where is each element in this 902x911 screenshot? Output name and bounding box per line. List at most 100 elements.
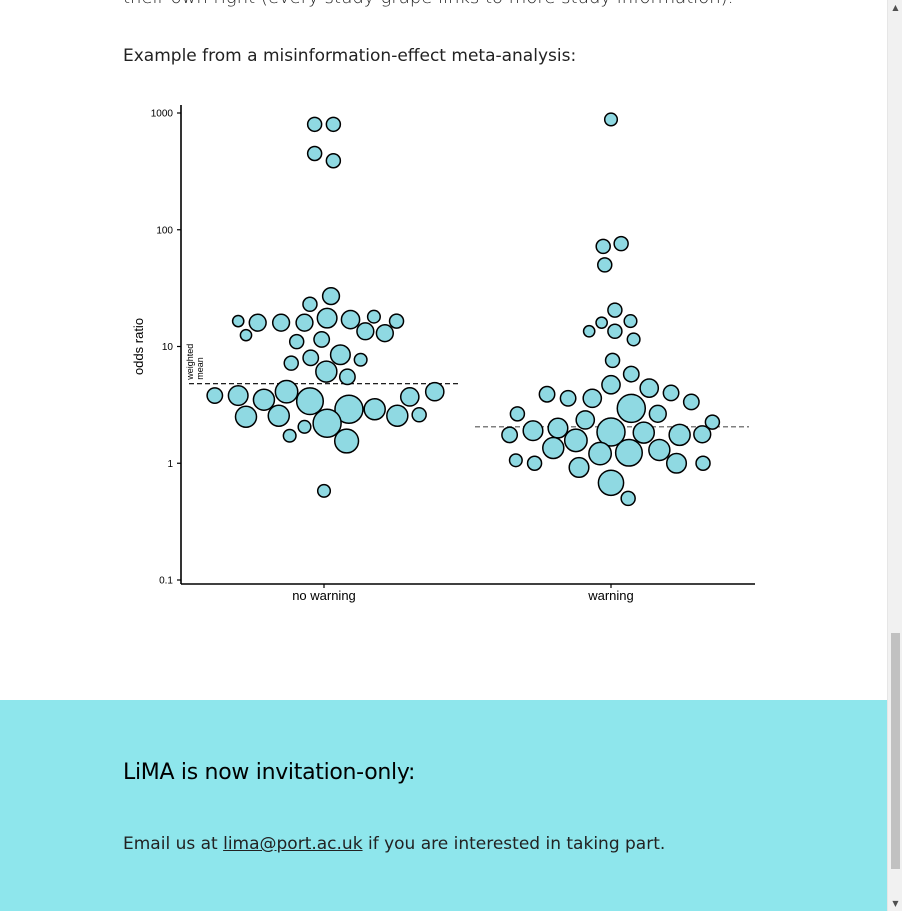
study-grape-point xyxy=(563,428,588,453)
study-grape-point xyxy=(329,344,351,366)
vertical-scrollbar[interactable]: ▲ ▼ xyxy=(887,0,902,911)
study-grape-point xyxy=(695,455,711,471)
example-caption: Example from a misinformation-effect met… xyxy=(123,46,577,66)
study-grape-point xyxy=(334,394,364,425)
study-grape-point xyxy=(597,257,613,273)
study-grape-point xyxy=(295,313,314,332)
study-grape-point xyxy=(542,436,565,460)
study-grape-point xyxy=(252,388,276,411)
study-grape-point xyxy=(632,421,656,444)
study-grape-point xyxy=(559,389,577,407)
y-tick-label: 1 xyxy=(167,459,173,470)
study-grape-point xyxy=(227,385,249,407)
intro-cut-text: their own right (every study-grape links… xyxy=(123,0,733,8)
scroll-down-icon[interactable]: ▼ xyxy=(892,899,899,908)
study-grape-point xyxy=(363,398,386,421)
footer-text-before: Email us at xyxy=(123,834,224,854)
study-grape-point xyxy=(662,384,680,402)
footer-text: Email us at lima@port.ac.uk if you are i… xyxy=(123,834,665,854)
study-grape-point xyxy=(693,425,712,444)
study-grape-point xyxy=(668,423,691,447)
study-grape-point xyxy=(386,404,409,428)
scroll-thumb[interactable] xyxy=(891,633,900,869)
study-grape-point xyxy=(623,314,638,329)
study-grape-point xyxy=(622,365,640,383)
footer-heading: LiMA is now invitation-only: xyxy=(123,760,416,785)
study-grape-point xyxy=(295,387,325,416)
study-grape-point xyxy=(620,490,636,507)
weighted-mean-annotation: weighted xyxy=(185,344,195,381)
study-grape-point xyxy=(575,410,596,430)
grape-chart: 0.1 1 10 100 1000 no warning warning odds ratio… xyxy=(123,95,768,620)
study-grape-point xyxy=(231,314,245,328)
study-grape-point xyxy=(288,333,305,350)
study-grape-point xyxy=(353,352,368,367)
study-grape-point xyxy=(316,307,338,329)
study-grape-point xyxy=(596,417,626,447)
footer-text-after: if you are interested in taking part. xyxy=(362,834,666,854)
study-grape-point xyxy=(306,116,323,133)
study-grape-point xyxy=(338,368,356,386)
study-grape-point xyxy=(547,417,569,439)
study-grape-point xyxy=(538,385,556,403)
study-grape-point xyxy=(526,455,543,471)
study-grape-point xyxy=(267,404,291,428)
study-grape-point xyxy=(206,387,224,405)
study-grape-point xyxy=(639,378,660,398)
study-grape-point xyxy=(508,453,523,468)
study-grape-point xyxy=(302,296,318,313)
study-grape-point xyxy=(306,145,323,162)
study-grape-point xyxy=(325,152,342,169)
study-grape-point xyxy=(302,349,320,367)
study-grape-point xyxy=(316,483,332,498)
study-grape-point xyxy=(399,387,420,407)
study-grape-point xyxy=(315,360,338,383)
study-grape-point xyxy=(333,428,360,454)
study-grape-point xyxy=(665,452,688,474)
study-grape-point xyxy=(595,238,611,255)
study-grape-point xyxy=(595,316,608,330)
study-grape-point xyxy=(321,286,341,306)
weighted-mean-annotation-2: mean xyxy=(195,357,205,380)
study-grape-point xyxy=(568,456,590,479)
y-tick-label: 100 xyxy=(156,225,173,236)
study-grape-point xyxy=(582,324,596,338)
x-tick-label: no warning xyxy=(292,588,356,603)
x-tick-label: warning xyxy=(587,588,634,603)
study-grape-point xyxy=(607,323,623,340)
study-grape-point xyxy=(601,374,621,395)
email-link[interactable]: lima@port.ac.uk xyxy=(223,834,363,854)
study-grape-point xyxy=(239,328,253,342)
study-grape-point xyxy=(271,313,291,332)
study-grape-point xyxy=(366,309,381,324)
y-tick-label: 1000 xyxy=(151,109,174,120)
study-grape-point xyxy=(282,428,297,443)
study-grape-point xyxy=(648,404,667,423)
study-grape-point xyxy=(274,379,299,404)
study-grape-point xyxy=(682,393,700,411)
study-grape-point xyxy=(616,393,647,424)
study-grape-point xyxy=(388,313,405,329)
study-grape-point xyxy=(297,419,312,434)
study-grape-point xyxy=(626,332,641,347)
scroll-up-icon[interactable]: ▲ xyxy=(892,3,899,12)
study-grape-point xyxy=(312,408,342,439)
study-grape-point xyxy=(424,381,445,402)
study-grape-point xyxy=(313,330,331,348)
chart-svg: 0.1 1 10 100 1000 no warning warning odds ratio… xyxy=(131,105,755,603)
study-grape-point xyxy=(604,352,621,369)
study-grape-point xyxy=(325,116,342,133)
study-grape-point xyxy=(248,313,267,332)
study-grape-point xyxy=(356,322,375,341)
study-grape-point xyxy=(522,420,544,442)
study-grape-point xyxy=(501,426,519,444)
study-grape-point xyxy=(597,469,625,497)
study-grape-point xyxy=(613,235,629,252)
study-grape-point xyxy=(607,302,623,318)
study-grape-point xyxy=(588,441,613,466)
study-grape-point xyxy=(283,355,299,371)
footer-section: LiMA is now invitation-only: Email us at… xyxy=(0,700,887,911)
y-axis-label: odds ratio xyxy=(131,318,146,375)
study-grape-point xyxy=(509,406,526,422)
